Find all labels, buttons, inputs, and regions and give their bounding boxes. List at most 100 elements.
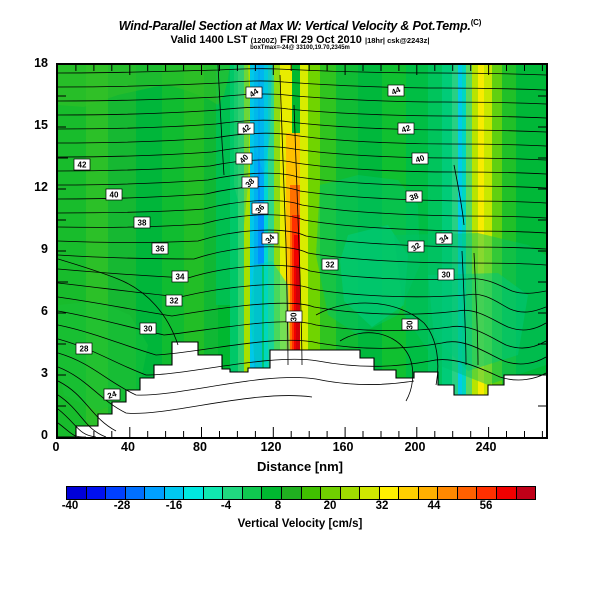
- colorbar-swatch-5: [164, 487, 185, 499]
- colorbar-swatch-12: [301, 487, 322, 499]
- contour-label: 36: [151, 242, 169, 255]
- y-tick-label: 6: [41, 304, 48, 318]
- colorbar-swatch-21: [477, 487, 498, 499]
- contour-label: 38: [133, 216, 151, 229]
- axis-minor-ticks: [58, 65, 546, 437]
- subtitle-date: FRI 29 Oct 2010: [279, 34, 362, 47]
- colorbar-swatch-4: [145, 487, 165, 499]
- colorbar-tick-label: -28: [113, 500, 131, 512]
- x-minor-ticks-top: [75, 65, 543, 75]
- y-tick-label: 3: [41, 366, 48, 380]
- colorbar-tick-label: -40: [61, 500, 79, 512]
- y-tick-label: 9: [41, 242, 48, 256]
- x-tick-label: 200: [404, 440, 426, 454]
- contour-label: 30: [437, 268, 455, 281]
- subtitle-box-extrema: boxTmax=-24@ 33100,19.70,2345m: [250, 45, 350, 52]
- colorbar-tick-label: 32: [375, 500, 389, 512]
- colorbar-swatch-11: [282, 487, 302, 499]
- contour-label: 28: [75, 342, 93, 355]
- x-axis-label: Distance [nm]: [257, 459, 343, 474]
- colorbar-swatch-3: [125, 487, 146, 499]
- colorbar[interactable]: [66, 486, 536, 500]
- contour-label: 42: [237, 122, 255, 135]
- contour-label: 44: [387, 84, 405, 97]
- svg-text:32: 32: [326, 261, 335, 270]
- svg-text:40: 40: [110, 191, 119, 200]
- plot-area: 42 40 38 36 34 32 30 28 24 44 42 40 38 3…: [56, 63, 548, 439]
- contour-label: 38: [241, 176, 259, 189]
- x-tick-label: 0: [52, 440, 60, 454]
- contour-label: 24: [103, 388, 121, 401]
- colorbar-swatch-14: [340, 487, 361, 499]
- chart-title-units: (C): [470, 18, 482, 27]
- svg-text:34: 34: [176, 273, 185, 282]
- svg-text:32: 32: [170, 297, 179, 306]
- contour-label-layer: 42 40 38 36 34 32 30 28 24 44 42 40 38 3…: [73, 84, 455, 401]
- contour-label: 34: [171, 270, 189, 283]
- y-tick-label: 12: [34, 180, 48, 194]
- y-tick-label: 18: [34, 56, 48, 70]
- svg-text:44: 44: [390, 85, 402, 97]
- subtitle-meta: |18hr| csk@2243z|: [364, 36, 430, 46]
- contour-plot-svg: 42 40 38 36 34 32 30 28 24 44 42 40 38 3…: [58, 65, 546, 437]
- contour-label: 32: [165, 294, 183, 307]
- contour-label: 40: [411, 152, 429, 165]
- colorbar-tick-label: -16: [165, 500, 183, 512]
- svg-text:42: 42: [78, 161, 87, 170]
- colorbar-swatch-13: [321, 487, 341, 499]
- svg-text:36: 36: [156, 245, 165, 254]
- colorbar-swatch-18: [418, 487, 439, 499]
- terrain-mask: [58, 341, 546, 437]
- contour-label: 42: [397, 122, 415, 135]
- colorbar-swatch-0: [67, 487, 87, 499]
- colorbar-swatch-23: [516, 487, 536, 499]
- contour-label: 38: [405, 190, 423, 203]
- colorbar-tick-label: 56: [479, 500, 493, 512]
- svg-text:30: 30: [144, 325, 153, 334]
- svg-text:30: 30: [442, 271, 451, 280]
- svg-text:24: 24: [106, 389, 118, 401]
- colorbar-swatch-7: [203, 487, 224, 499]
- colorbar-swatch-10: [262, 487, 283, 499]
- svg-text:38: 38: [408, 191, 420, 203]
- svg-text:38: 38: [138, 219, 147, 228]
- svg-text:28: 28: [80, 345, 89, 354]
- x-tick-label: 120: [260, 440, 282, 454]
- contour-label: 40: [105, 188, 123, 201]
- contour-label: 36: [251, 202, 269, 215]
- svg-text:30: 30: [406, 320, 415, 329]
- x-tick-label: 240: [475, 440, 497, 454]
- colorbar-tick-label: -4: [220, 500, 232, 512]
- subtitle-valid-time: Valid 1400 LST: [170, 34, 248, 47]
- colorbar-swatch-9: [242, 487, 263, 499]
- colorbar-tick-label: 44: [427, 500, 441, 512]
- contour-label: 34: [261, 232, 279, 245]
- svg-text:42: 42: [400, 123, 412, 135]
- subtitle-zulu-time: (1200Z): [250, 36, 277, 46]
- contour-label: 34: [435, 232, 453, 245]
- x-tick-label: 160: [332, 440, 354, 454]
- colorbar-swatch-17: [399, 487, 419, 499]
- colorbar-label: Vertical Velocity [cm/s]: [237, 518, 363, 530]
- colorbar-swatch-8: [223, 487, 243, 499]
- contour-label: 30: [285, 310, 303, 323]
- colorbar-swatch-15: [360, 487, 380, 499]
- contour-label: 30: [401, 318, 419, 331]
- colorbar-swatch-20: [457, 487, 478, 499]
- y-tick-label: 15: [34, 118, 48, 132]
- contour-label: 30: [139, 322, 157, 335]
- x-tick-label: 40: [121, 440, 135, 454]
- x-tick-label: 80: [193, 440, 207, 454]
- colorbar-swatch-22: [497, 487, 517, 499]
- contour-label: 40: [235, 152, 253, 165]
- colorbar-swatch-16: [379, 487, 400, 499]
- isentrope-contour-layer: [58, 65, 546, 437]
- svg-text:40: 40: [414, 153, 426, 165]
- chart-subtitle: Valid 1400 LST (1200Z) FRI 29 Oct 2010 |…: [0, 34, 600, 47]
- colorbar-swatch-6: [184, 487, 204, 499]
- colorbar-tick-label: 8: [274, 500, 282, 512]
- y-minor-ticks: [58, 95, 546, 407]
- contour-label: 44: [245, 86, 263, 99]
- contour-label: 32: [321, 258, 339, 271]
